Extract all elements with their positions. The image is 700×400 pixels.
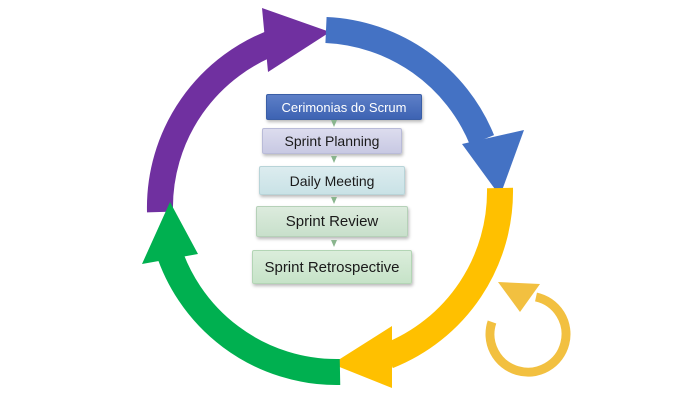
step-sprint-review: Sprint Review [256, 206, 408, 237]
step-sprint-retrospective: Sprint Retrospective [252, 250, 412, 284]
connector-arrow-2 [331, 156, 337, 163]
connector-arrow-1 [331, 120, 337, 127]
yellow-arrowhead [332, 326, 392, 388]
blue-arrowhead [462, 130, 524, 196]
yellow-arc [383, 187, 514, 369]
green-arc [153, 238, 341, 386]
green-arrowhead [142, 202, 198, 264]
purple-arc [146, 27, 285, 213]
step-title-cerimonias: Cerimonias do Scrum [266, 94, 422, 120]
connector-arrow-3 [331, 197, 337, 204]
purple-arrowhead [262, 8, 330, 72]
step-sprint-planning: Sprint Planning [262, 128, 402, 154]
step-daily-meeting: Daily Meeting [259, 166, 405, 195]
blue-arc [325, 17, 495, 146]
small-cycle-arrow [485, 282, 571, 377]
connector-arrow-4 [331, 240, 337, 247]
